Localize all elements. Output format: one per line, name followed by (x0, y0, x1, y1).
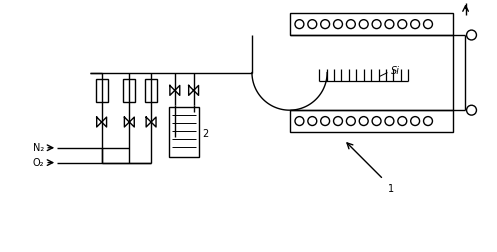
Circle shape (411, 20, 419, 28)
Text: 1: 1 (389, 184, 395, 194)
Text: 2: 2 (202, 130, 208, 139)
Circle shape (295, 117, 304, 125)
Text: N₂: N₂ (33, 143, 44, 153)
Circle shape (295, 20, 304, 28)
Bar (145, 79, 157, 102)
Circle shape (423, 117, 432, 125)
Circle shape (385, 117, 394, 125)
Circle shape (346, 117, 355, 125)
Circle shape (385, 20, 394, 28)
Text: O₂: O₂ (33, 158, 44, 168)
Circle shape (467, 105, 477, 115)
Circle shape (411, 117, 419, 125)
Circle shape (398, 20, 407, 28)
Circle shape (308, 117, 317, 125)
Circle shape (321, 117, 330, 125)
Circle shape (467, 30, 477, 40)
Circle shape (372, 117, 381, 125)
Bar (96, 79, 107, 102)
Bar (123, 79, 135, 102)
Bar (290, 110, 453, 132)
Circle shape (333, 20, 342, 28)
Circle shape (359, 117, 368, 125)
Circle shape (398, 117, 407, 125)
Circle shape (423, 20, 432, 28)
Circle shape (372, 20, 381, 28)
Text: Si: Si (391, 66, 400, 76)
Circle shape (308, 20, 317, 28)
Circle shape (346, 20, 355, 28)
Circle shape (333, 117, 342, 125)
Circle shape (321, 20, 330, 28)
Bar (290, 13, 453, 35)
Circle shape (359, 20, 368, 28)
Bar (169, 107, 199, 157)
